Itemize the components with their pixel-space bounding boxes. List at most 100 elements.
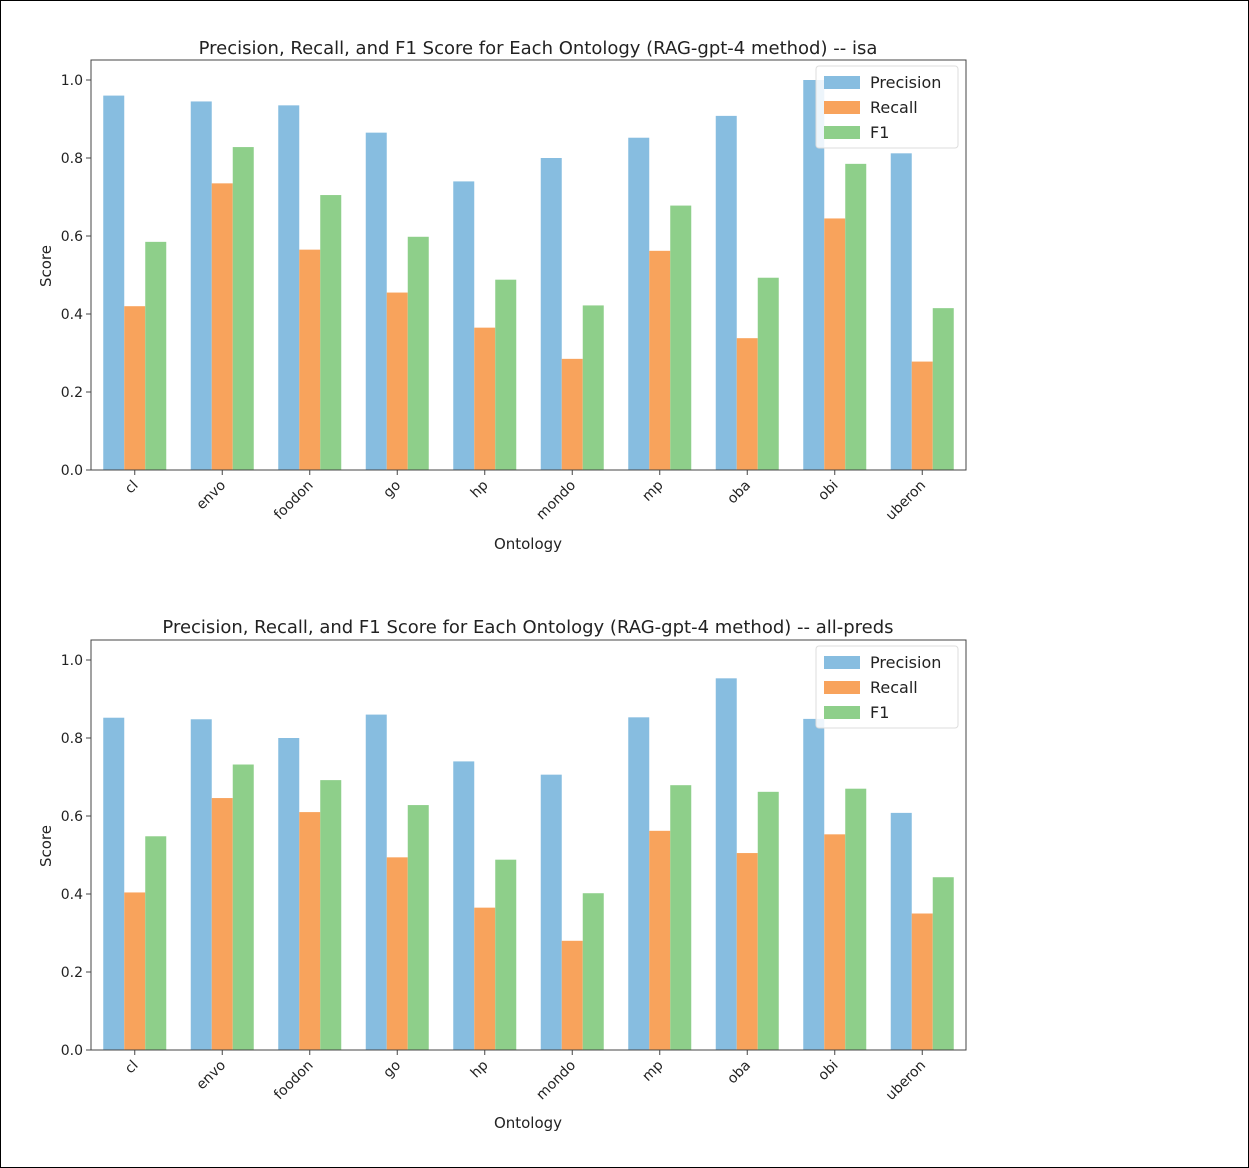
x-tick-label-envo: envo <box>193 1058 229 1094</box>
bar-f1-uberon <box>932 877 954 1050</box>
bar-precision-oba <box>715 678 737 1050</box>
y-tick-label: 0.2 <box>61 385 83 401</box>
bar-precision-mp <box>628 137 650 470</box>
y-tick-label: 1.0 <box>61 653 83 669</box>
chart-all-preds: Precision, Recall, and F1 Score for Each… <box>37 617 967 1132</box>
bar-f1-oba <box>757 277 779 470</box>
bar-precision-envo <box>190 101 212 470</box>
bar-precision-obi <box>803 718 825 1050</box>
bar-f1-obi <box>845 788 867 1050</box>
x-tick-label-uberon: uberon <box>883 478 929 524</box>
bar-recall-go <box>386 292 408 470</box>
y-tick-label: 0.0 <box>61 463 83 479</box>
bar-f1-envo <box>232 147 254 470</box>
bar-f1-envo <box>232 764 254 1050</box>
x-tick-label-obi: obi <box>815 478 841 504</box>
y-axis-label: Score <box>37 245 55 287</box>
bar-f1-mondo <box>582 893 604 1050</box>
y-tick-label: 0.6 <box>61 809 83 825</box>
bar-recall-envo <box>211 798 233 1050</box>
x-tick-label-go: go <box>380 478 404 502</box>
plot-area-frame <box>90 639 967 1051</box>
bar-recall-envo <box>211 183 233 470</box>
legend-swatch-f1 <box>824 706 860 719</box>
legend-swatch-recall <box>824 681 860 694</box>
bars-group <box>103 678 954 1050</box>
y-tick-label: 0.2 <box>61 965 83 981</box>
bar-recall-foodon <box>299 249 321 470</box>
legend-label-precision: Precision <box>870 653 941 672</box>
x-axis-label: Ontology <box>494 535 562 553</box>
bar-recall-cl <box>124 306 146 470</box>
legend-label-recall: Recall <box>870 98 918 117</box>
bar-f1-foodon <box>320 195 342 471</box>
bar-f1-cl <box>145 836 167 1050</box>
bar-f1-mp <box>670 205 692 470</box>
x-tick-label-mondo: mondo <box>533 1058 579 1104</box>
x-tick-label-oba: oba <box>724 478 754 508</box>
bar-recall-uberon <box>911 361 933 470</box>
x-tick-label-uberon: uberon <box>883 1058 929 1104</box>
bar-recall-obi <box>824 218 846 470</box>
legend-swatch-precision <box>824 76 860 89</box>
legend-label-f1: F1 <box>870 123 889 142</box>
bar-f1-hp <box>495 279 517 470</box>
legend-swatch-f1 <box>824 126 860 139</box>
bar-recall-oba <box>736 338 758 470</box>
chart-isa: Precision, Recall, and F1 Score for Each… <box>37 38 967 553</box>
x-tick-label-hp: hp <box>468 1057 492 1081</box>
bar-recall-oba <box>736 853 758 1050</box>
bar-precision-mondo <box>540 774 562 1050</box>
y-axis-label: Score <box>37 825 55 867</box>
bar-precision-go <box>365 714 387 1050</box>
bar-precision-envo <box>190 719 212 1050</box>
bar-recall-foodon <box>299 812 321 1050</box>
legend: Precision Recall F1 <box>815 65 959 149</box>
x-tick-label-cl: cl <box>122 1058 142 1078</box>
bar-f1-hp <box>495 859 517 1050</box>
legend-swatch-precision <box>824 656 860 669</box>
bar-precision-uberon <box>890 812 912 1050</box>
bar-precision-foodon <box>278 738 300 1050</box>
x-tick-label-foodon: foodon <box>271 1058 317 1104</box>
bar-recall-mondo <box>561 358 583 470</box>
bar-recall-uberon <box>911 913 933 1050</box>
bar-precision-go <box>365 132 387 470</box>
y-tick-label: 0.6 <box>61 229 83 245</box>
y-tick-label: 0.0 <box>61 1043 83 1059</box>
x-tick-label-cl: cl <box>122 478 142 498</box>
bar-f1-oba <box>757 791 779 1050</box>
legend-label-precision: Precision <box>870 73 941 92</box>
bar-precision-mondo <box>540 158 562 470</box>
y-tick-label: 0.8 <box>61 151 83 167</box>
legend: Precision Recall F1 <box>815 645 959 729</box>
x-tick-label-mp: mp <box>639 477 666 504</box>
chart-title: Precision, Recall, and F1 Score for Each… <box>162 617 893 638</box>
bar-f1-foodon <box>320 780 342 1050</box>
x-tick-label-mp: mp <box>639 1057 666 1084</box>
y-tick-label: 0.8 <box>61 731 83 747</box>
y-tick-label: 0.4 <box>61 887 83 903</box>
bar-f1-obi <box>845 163 867 470</box>
bar-precision-cl <box>103 95 125 470</box>
x-tick-label-foodon: foodon <box>271 478 317 524</box>
legend-swatch-recall <box>824 101 860 114</box>
x-tick-label-obi: obi <box>815 1058 841 1084</box>
bar-f1-cl <box>145 241 167 470</box>
bar-recall-hp <box>474 327 496 470</box>
bar-precision-uberon <box>890 153 912 470</box>
x-axis-label: Ontology <box>494 1114 562 1132</box>
x-tick-label-mondo: mondo <box>533 478 579 524</box>
y-tick-label: 1.0 <box>61 73 83 89</box>
bar-f1-mondo <box>582 305 604 470</box>
bar-recall-go <box>386 857 408 1050</box>
bar-precision-obi <box>803 80 825 470</box>
bar-recall-obi <box>824 834 846 1050</box>
bar-precision-hp <box>453 761 475 1050</box>
bar-precision-mp <box>628 717 650 1050</box>
bar-f1-mp <box>670 785 692 1050</box>
bar-f1-go <box>407 805 429 1050</box>
x-tick-label-go: go <box>380 1058 404 1082</box>
legend-label-f1: F1 <box>870 703 889 722</box>
